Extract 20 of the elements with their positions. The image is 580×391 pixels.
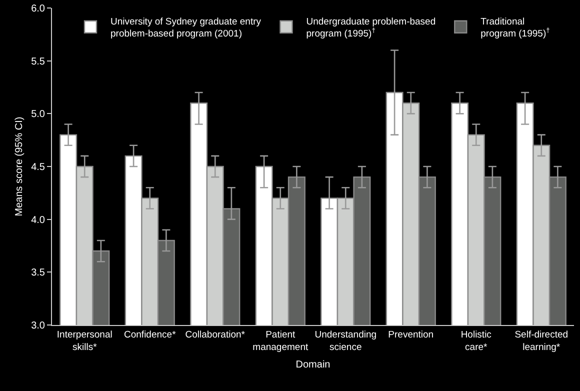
y-tick-label: 4.0 (31, 214, 46, 226)
x-tick-label: Prevention (388, 329, 434, 340)
x-tick-label: Confidence* (124, 329, 176, 340)
y-tick-label: 5.0 (31, 109, 46, 120)
x-tick-label: Holistic care* (460, 329, 492, 353)
x-axis-title: Domain (296, 359, 330, 370)
legend-label: University of Sydney graduate entry problem-based program (2001) (110, 16, 262, 40)
y-tick-label: 5.5 (31, 56, 46, 68)
y-tick-label: 3.5 (31, 268, 46, 279)
x-tick-label: Patient management (252, 329, 308, 353)
y-tick-label: 4.5 (31, 162, 46, 173)
y-tick-label: 3.0 (31, 320, 46, 332)
x-tick-label: Self-directed learning* (514, 329, 568, 353)
legend-label: Undergraduate problem-based program (1995)$^{†}$ (306, 16, 436, 40)
y-tick-label: 6.0 (31, 4, 46, 14)
y-axis-title: Means score (95% CI) (14, 116, 25, 216)
x-tick-label: Understanding science (314, 329, 377, 353)
x-tick-label: Collaboration* (185, 329, 246, 340)
legend-label: Traditional program (1995)$^{†}$ (480, 16, 550, 40)
x-tick-label: Interpersonal skills* (56, 329, 112, 353)
